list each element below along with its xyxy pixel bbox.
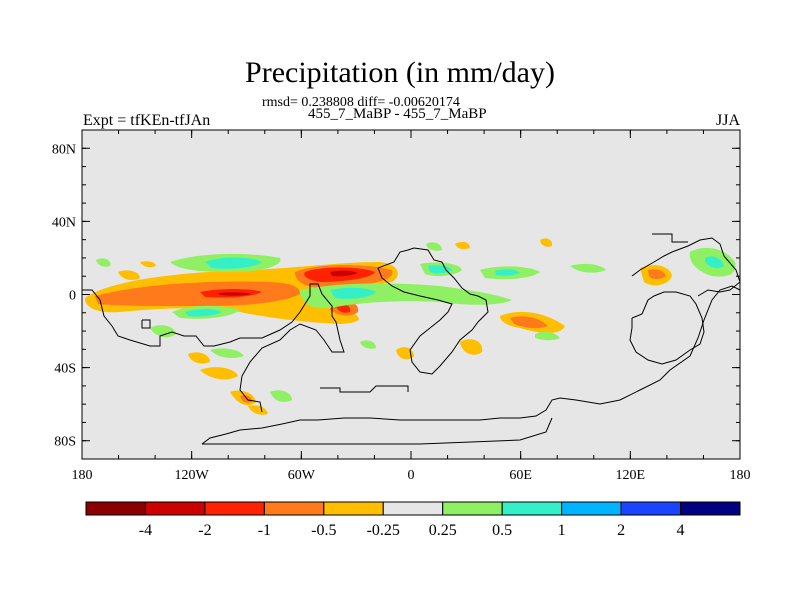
y-tick-label: 40S xyxy=(54,362,76,377)
x-tick-label: 60W xyxy=(288,468,316,483)
colorbar-label: 0.25 xyxy=(429,522,457,539)
colorbar-label: -0.25 xyxy=(367,522,400,539)
pos-nw2 xyxy=(570,263,606,273)
pos-spac3 xyxy=(270,390,292,402)
colorbar-swatch xyxy=(680,501,741,516)
neg-sat-1 xyxy=(336,304,351,313)
pos-af xyxy=(426,242,442,251)
pos-io-1 xyxy=(495,269,520,276)
colorbar-label: 1 xyxy=(558,522,566,539)
x-tick-label: 120W xyxy=(175,468,210,483)
colorbar-swatch xyxy=(561,501,622,516)
pos-io-s xyxy=(535,331,560,341)
colorbar-swatch xyxy=(323,501,384,516)
coast-africa xyxy=(377,247,489,375)
x-tick-label: 60E xyxy=(509,468,532,483)
neg-spac2 xyxy=(200,367,238,380)
colorbar-swatch xyxy=(204,501,265,516)
coast-islands xyxy=(652,233,688,243)
neg-atl-2 xyxy=(330,270,358,277)
chart-title: Precipitation (in mm/day) xyxy=(245,56,555,89)
coast-asia xyxy=(631,237,741,297)
coast-antarctica xyxy=(201,285,741,445)
colorbar-swatch xyxy=(442,501,503,516)
x-tick-label: 120E xyxy=(616,468,646,483)
coast-antarctica-base xyxy=(202,417,553,445)
colorbar-swatch xyxy=(144,501,206,516)
neg-sio xyxy=(460,339,483,355)
colorbar-swatch xyxy=(501,501,563,516)
pos-wp-1 xyxy=(705,256,724,269)
pos-nw xyxy=(96,258,111,267)
neg-band-05 xyxy=(95,281,300,306)
neg-wp-05 xyxy=(648,269,666,279)
coast-islands-3 xyxy=(141,319,151,329)
colorbar-swatch xyxy=(263,501,325,516)
colorbar-label: -1 xyxy=(258,522,271,539)
season-label: JJA xyxy=(716,112,741,129)
rmsd-diff-stats: rmsd= 0.238808 diff= -0.00620174 xyxy=(262,95,460,110)
neg-spac3 xyxy=(248,405,268,415)
x-tick-label: 180 xyxy=(72,468,93,483)
x-tick-label: 180 xyxy=(730,468,751,483)
chart-subtitle: 455_7_MaBP - 455_7_MaBP xyxy=(308,106,487,122)
pos-band-1 xyxy=(330,287,376,299)
pos-sa xyxy=(360,340,376,349)
neg-safr xyxy=(396,347,414,360)
neg-nw2 xyxy=(455,241,470,250)
pos-spac2 xyxy=(210,348,244,358)
y-tick-label: 40N xyxy=(52,215,76,230)
neg-spac xyxy=(188,352,210,364)
axis-ticks xyxy=(81,130,741,459)
neg-cam xyxy=(118,270,140,280)
colorbar-label: 2 xyxy=(617,522,625,539)
anomaly-shading xyxy=(84,238,736,415)
colorbar-label: 0.5 xyxy=(492,522,512,539)
colorbar-label: -0.5 xyxy=(311,522,336,539)
y-tick-label: 80N xyxy=(52,142,76,157)
neg-nw3 xyxy=(540,238,553,247)
colorbar-label: -4 xyxy=(139,522,152,539)
y-tick-label: 0 xyxy=(69,289,76,304)
axis-tick-labels: 180 120W 60W 0 60E 120E 180 80N 40N 0 40S 80S xyxy=(52,142,751,483)
neg-nw xyxy=(140,261,156,268)
colorbar-swatch xyxy=(382,501,444,516)
coast-americas xyxy=(82,283,345,413)
experiment-label: Expt = tfKEn-tfJAn xyxy=(83,112,211,129)
colorbar-swatch xyxy=(620,501,682,516)
colorbar: -4 -2 -1 -0.5 -0.25 0.25 0.5 1 2 4 xyxy=(85,501,741,539)
neg-band-2 xyxy=(218,292,252,296)
pos-nep-1 xyxy=(205,257,262,269)
coast-islands-2 xyxy=(320,385,409,393)
colorbar-label: -2 xyxy=(198,522,211,539)
colorbar-label: 4 xyxy=(677,522,685,539)
y-tick-label: 80S xyxy=(54,435,76,450)
x-tick-label: 0 xyxy=(408,468,415,483)
pos-afr-1 xyxy=(428,265,452,274)
neg-sam-05 xyxy=(240,395,252,403)
coast-australia xyxy=(629,291,705,365)
neg-io-05 xyxy=(510,316,548,329)
colorbar-swatch xyxy=(85,501,146,516)
coastlines xyxy=(82,233,741,445)
pos-sep-1 xyxy=(185,309,222,317)
pos-spac xyxy=(150,325,176,338)
